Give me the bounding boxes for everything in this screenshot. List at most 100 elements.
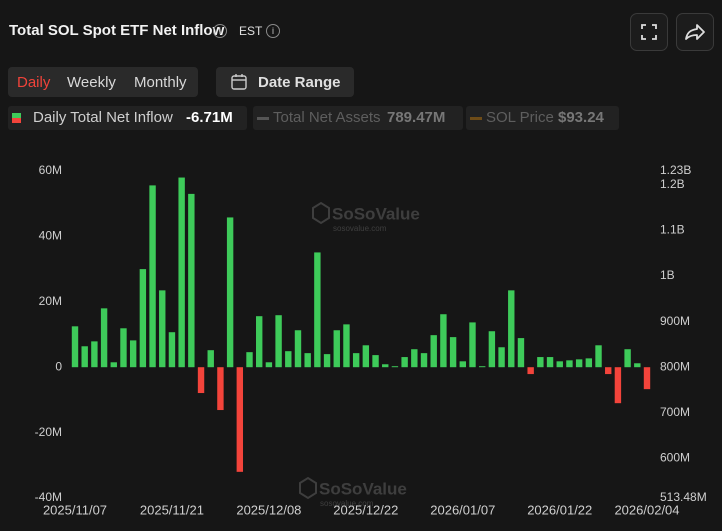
bar: [634, 363, 641, 368]
bar: [304, 353, 311, 368]
x-tick-label: 2025/12/22: [333, 502, 398, 517]
y2-tick-label: 700M: [660, 405, 690, 419]
y2-tick-label: 600M: [660, 451, 690, 465]
legend-value: -6.71M: [186, 109, 233, 126]
legend-item[interactable]: Daily Total Net Inflow -6.71M: [8, 106, 247, 130]
bar: [178, 177, 185, 368]
y2-tick-label: 1.2B: [660, 177, 685, 191]
y2-tick-label: 900M: [660, 314, 690, 328]
fullscreen-button[interactable]: [630, 13, 668, 51]
period-option[interactable]: Daily: [17, 74, 51, 91]
bar: [556, 361, 563, 368]
x-tick-label: 2025/11/07: [43, 502, 107, 517]
y-tick-label: 20M: [39, 294, 62, 308]
bar: [508, 290, 515, 368]
bar: [226, 217, 234, 368]
watermark-url: sosovalue.com: [320, 499, 374, 508]
bar: [207, 350, 214, 368]
legend-name: SOL Price: [486, 109, 554, 126]
bar: [265, 362, 273, 368]
date-range-label: Date Range: [258, 74, 341, 91]
bar: [391, 366, 399, 368]
icon: [685, 24, 705, 40]
bar: [469, 322, 476, 368]
y2-tick-label: 800M: [660, 359, 690, 373]
bar: [91, 341, 98, 368]
period-option[interactable]: Weekly: [67, 74, 116, 91]
bar: [236, 367, 244, 472]
watermark: SoSoValue sosovalue.com SoSoValue sosova…: [299, 201, 420, 508]
bar: [168, 332, 176, 368]
bar: [71, 326, 79, 368]
y2-tick-label: 1.1B: [660, 223, 685, 237]
period-toggle: Daily Weekly Monthly: [8, 67, 198, 97]
calendar-icon: [231, 74, 247, 90]
bar: [285, 351, 292, 368]
bar: [139, 269, 147, 368]
bar: [449, 337, 457, 368]
legend-item[interactable]: SOL Price $93.24: [466, 106, 619, 130]
legend-swatch: [470, 117, 482, 120]
bar: [275, 315, 282, 368]
bar: [605, 367, 612, 375]
bar: [624, 349, 631, 368]
legend-name: Total Net Assets: [273, 109, 381, 126]
y2-tick-label: 1B: [660, 268, 675, 282]
bar: [294, 330, 302, 368]
y-tick-label: -20M: [35, 425, 62, 439]
bar: [129, 340, 137, 368]
bar: [595, 345, 602, 368]
y2-tick-label: 513.48M: [660, 490, 707, 504]
bar: [256, 316, 263, 368]
bar: [411, 349, 418, 368]
bar: [314, 252, 321, 368]
period-option[interactable]: Monthly: [134, 74, 187, 91]
date-range-button[interactable]: Date Range: [216, 67, 354, 97]
x-tick-label: 2025/12/08: [236, 502, 301, 517]
bar: [585, 358, 593, 368]
bar: [333, 330, 340, 368]
watermark-url: sosovalue.com: [333, 224, 387, 233]
legend-item[interactable]: Total Net Assets 789.47M: [253, 106, 463, 130]
bar: [120, 328, 127, 368]
bar: [188, 193, 195, 368]
y2-tick-label: 1.23B: [660, 163, 691, 177]
info-icon[interactable]: i: [266, 24, 280, 38]
bar: [643, 367, 651, 390]
x-tick-label: 2025/11/21: [140, 502, 204, 517]
bar: [362, 345, 370, 368]
bar: [343, 324, 350, 368]
bar: [420, 353, 428, 368]
bar: [401, 357, 408, 368]
legend-swatch: [12, 113, 21, 123]
bar: [149, 185, 156, 368]
bar: [100, 308, 108, 368]
bar: [566, 360, 573, 368]
legend-swatch: [257, 117, 269, 120]
bar: [110, 362, 117, 368]
watermark-logo: [312, 201, 330, 225]
y-tick-label: 60M: [39, 163, 62, 177]
bar: [440, 314, 447, 368]
y-tick-label: -40M: [35, 490, 62, 504]
bar: [159, 290, 166, 368]
bar: [430, 335, 437, 368]
bar: [478, 366, 486, 368]
watermark-name: SoSoValue: [332, 204, 420, 223]
title: Total SOL Spot ETF Net Inflow: [9, 22, 225, 39]
x-tick-label: 2026/01/22: [527, 502, 592, 517]
bar: [488, 331, 496, 368]
y-tick-label: 0: [55, 359, 62, 373]
bar: [382, 364, 389, 368]
icon: [641, 24, 657, 40]
bar: [459, 361, 466, 368]
bar: [498, 347, 505, 368]
info-icon[interactable]: i: [213, 24, 227, 38]
watermark-logo: [299, 476, 317, 500]
watermark-name: SoSoValue: [319, 479, 407, 498]
bar: [575, 359, 583, 368]
share-button[interactable]: [676, 13, 714, 51]
bar: [246, 352, 253, 368]
bar: [614, 367, 622, 404]
